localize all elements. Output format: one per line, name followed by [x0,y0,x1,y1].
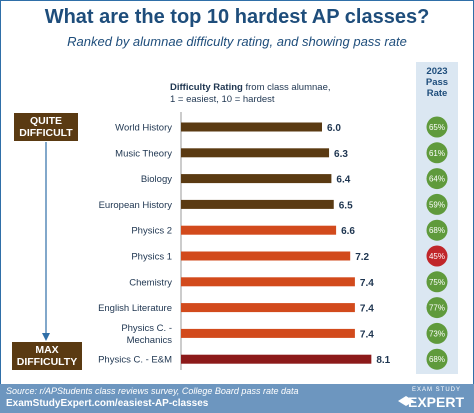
quite-difficult-label: QUITE DIFFICULT [14,113,78,141]
category-label: Chemistry [129,277,172,288]
chart-subtitle: Ranked by alumnae difficulty rating, and… [67,34,407,49]
pass-rate-header: 2023 Pass Rate [416,66,458,99]
category-label: English Literature [98,303,172,314]
category-label-line: Mechanics [127,335,173,346]
pass-rate-header-year: 2023 [426,66,448,77]
pass-rate-label: 65% [429,123,445,132]
category-label: World History [115,123,172,134]
category-label: Physics C. - E&M [98,355,172,366]
pass-rate-label: 64% [429,175,445,184]
legend-scale: 1 = easiest, 10 = hardest [170,94,275,105]
value-label: 7.4 [360,329,374,340]
value-label: 6.4 [336,175,350,186]
bar [181,277,355,287]
value-label: 7.4 [360,278,374,289]
value-label: 6.3 [334,149,348,160]
pass-rate-label: 77% [429,304,445,313]
pass-rate-circle [426,142,448,164]
value-label: 6.5 [339,200,353,211]
pass-rate-circle [426,168,448,190]
legend-title: Difficulty Rating [170,82,243,93]
value-label: 7.4 [360,304,374,315]
bar [181,148,330,158]
value-label: 6.6 [341,226,355,237]
max-difficulty-line2: DIFFICULTY [16,356,78,368]
bar [181,354,372,364]
max-difficulty-label: MAX DIFFICULTY [12,342,82,370]
pass-rate-panel [416,62,458,374]
pass-rate-circle [426,297,448,319]
pass-rate-header-rate: Rate [426,88,448,99]
category-label: Physics 2 [131,226,172,237]
quite-difficult-line2: DIFFICULT [19,127,73,139]
pass-rate-circle [426,271,448,293]
pass-rate-label: 45% [429,252,445,261]
pass-rate-label: 68% [429,226,445,235]
pass-rate-header-pass: Pass [425,77,449,88]
category-label: Physics 1 [131,252,172,263]
logo-top-text: EXAM STUDY [412,387,462,393]
pass-rate-circle [426,348,448,370]
value-label: 6.0 [327,123,341,134]
bar [181,328,355,338]
source-bar [0,384,474,413]
pass-rate-circle [426,193,448,215]
category-label-line: Physics C. - [121,323,172,334]
bar [181,122,322,132]
pass-rate-label: 61% [429,149,445,158]
bar [181,174,332,184]
source-url-link[interactable]: ExamStudyExpert.com/easiest-AP-classes [6,398,209,409]
source-text: Source: r/APStudents class reviews surve… [6,386,299,396]
category-label: Physics C. -Mechanics [121,323,172,346]
bar [181,225,337,235]
chart-title: What are the top 10 hardest AP classes? [44,6,430,28]
pass-rate-circle [426,116,448,138]
exam-study-expert-logo [398,396,414,406]
bar [181,251,351,261]
pass-rate-label: 59% [429,200,445,209]
pass-rate-circle [426,322,448,344]
pass-rate-circle [426,219,448,241]
value-label: 8.1 [376,355,390,366]
pass-rate-label: 73% [429,329,445,338]
logo-cap-icon [398,396,414,406]
bar [181,303,355,313]
logo-main-text: EXPERT [408,394,465,410]
pass-rate-label: 68% [429,355,445,364]
category-label: Music Theory [115,148,172,159]
pass-rate-label: 75% [429,278,445,287]
rating-legend: Difficulty Rating from class alumnae, 1 … [170,82,370,106]
bar-chart: World History 6.0 65% Music Theory 6.3 61% Bio… [42,112,448,370]
legend-title-rest: from class alumnae, [242,82,331,93]
quite-difficult-line1: QUITE [29,115,63,127]
bar [181,199,334,209]
category-label: European History [99,200,173,211]
max-difficulty-line1: MAX [35,344,59,356]
pass-rate-circle [426,245,448,267]
difficulty-arrow-head [42,333,50,341]
category-label: Biology [141,174,172,185]
value-label: 7.2 [355,252,369,263]
